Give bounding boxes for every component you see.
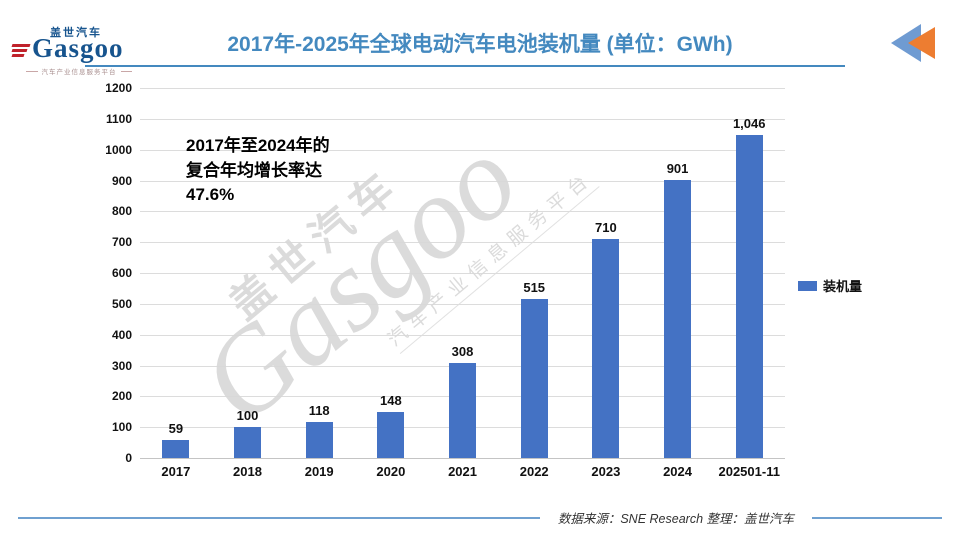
x-axis-label: 2018 — [233, 464, 262, 479]
chart-legend: 装机量 — [798, 276, 862, 295]
bars-layer: 59 100 118 148 308 515 710 901 1,046 — [140, 88, 785, 458]
x-axis-label: 2024 — [663, 464, 692, 479]
footer: 数据来源：SNE Research 整理：盖世汽车 — [0, 508, 960, 527]
bar-value-label: 515 — [523, 280, 546, 296]
legend-swatch-icon — [798, 280, 817, 291]
gridline — [140, 334, 785, 336]
annotation-line: 47.6% — [186, 185, 235, 205]
bar — [234, 427, 261, 458]
bar — [664, 180, 692, 458]
title-underline — [85, 65, 845, 67]
gridline — [140, 242, 785, 244]
y-axis-tick: 800 — [111, 204, 132, 219]
bar-slot: 148 — [355, 88, 427, 458]
bar-value-label: 901 — [666, 161, 689, 177]
legend-label: 装机量 — [823, 279, 863, 294]
bar — [305, 421, 333, 458]
bar — [520, 299, 548, 458]
double-left-triangles-icon — [890, 23, 936, 68]
x-axis-label: 202501-11 — [718, 464, 780, 479]
y-axis-tick: 600 — [111, 266, 132, 280]
bar-slot: 1,046 — [713, 88, 785, 458]
logo-tagline: 汽车产业信息服务平台 — [26, 66, 132, 76]
y-axis-tick: 400 — [111, 327, 132, 342]
y-axis-tick: 200 — [111, 389, 132, 404]
bar-value-label: 100 — [236, 408, 259, 424]
chart-title: 2017年-2025年全球电动汽车电池装机量 (单位：GWh) — [227, 33, 733, 56]
gridline — [140, 180, 785, 182]
cagr-annotation: 2017年至2024年的 复合年均增长率达 47.6% — [186, 134, 330, 208]
annotation-line: 复合年均增长率达 — [186, 160, 322, 180]
bar-value-label: 59 — [168, 420, 184, 436]
gridline — [140, 458, 785, 459]
plot-area: 59 100 118 148 308 515 710 901 1,046 — [140, 88, 785, 459]
logo-tagline-text: 汽车产业信息服务平台 — [41, 69, 117, 76]
gridline — [140, 211, 785, 213]
bar-value-label: 308 — [451, 344, 474, 360]
bar — [735, 135, 763, 458]
y-axis-tick: 1000 — [105, 142, 132, 157]
bar — [449, 363, 477, 458]
y-axis-tick: 1200 — [105, 81, 132, 95]
gridline — [140, 88, 785, 89]
bar — [592, 239, 620, 458]
x-axis-label: 2021 — [448, 464, 477, 479]
x-axis-label: 2020 — [376, 464, 406, 479]
x-axis-label: 2017 — [161, 464, 191, 479]
x-axis-labels: 2017 2018 2019 2020 2021 2022 2023 2024 202501-1… — [140, 464, 785, 479]
bar — [162, 439, 190, 458]
y-axis-tick: 900 — [111, 173, 132, 188]
x-axis-label: 2023 — [591, 464, 621, 479]
y-axis-tick: 700 — [111, 235, 132, 250]
bar-value-label: 1,046 — [732, 116, 766, 132]
logo-wordmark: Gasgoo — [11, 33, 132, 63]
y-axis: 0 100 200 300 400 500 600 700 800 900 1000 1100 1200 — [86, 81, 132, 465]
gasgoo-logo: 盖世汽车 Gasgoo 汽车产业信息服务平台 — [11, 24, 132, 76]
data-source-text: 数据来源：SNE Research 整理：盖世汽车 — [557, 512, 794, 526]
gridline — [140, 273, 785, 274]
y-axis-tick: 500 — [111, 296, 132, 311]
x-axis-label: 2022 — [519, 464, 549, 479]
logo-cn-text: 盖世汽车 — [50, 27, 102, 39]
bar — [377, 412, 405, 458]
y-axis-tick: 300 — [111, 358, 132, 373]
bar-value-label: 710 — [595, 220, 617, 236]
bar-slot: 118 — [283, 88, 355, 458]
bar-value-label: 118 — [308, 402, 330, 418]
gridline — [140, 303, 785, 305]
y-axis-tick: 0 — [125, 451, 132, 465]
bar-slot: 59 — [140, 88, 212, 458]
footer-line-left — [18, 516, 540, 519]
bar-slot: 710 — [570, 88, 642, 458]
gridline — [140, 149, 785, 151]
y-axis-tick: 100 — [111, 420, 132, 435]
bar-value-label: 148 — [380, 393, 402, 409]
x-axis-label: 2019 — [304, 464, 334, 479]
footer-line-right — [812, 516, 942, 519]
bar-slot: 515 — [498, 88, 570, 458]
logo-en-text: Gasgoo — [32, 33, 124, 63]
bar-slot: 901 — [642, 88, 714, 458]
y-axis-tick: 1100 — [105, 111, 132, 126]
bar-slot: 308 — [427, 88, 499, 458]
annotation-line: 2017年至2024年的 — [186, 136, 330, 155]
gridline — [140, 118, 785, 120]
bar-slot: 100 — [212, 88, 284, 458]
